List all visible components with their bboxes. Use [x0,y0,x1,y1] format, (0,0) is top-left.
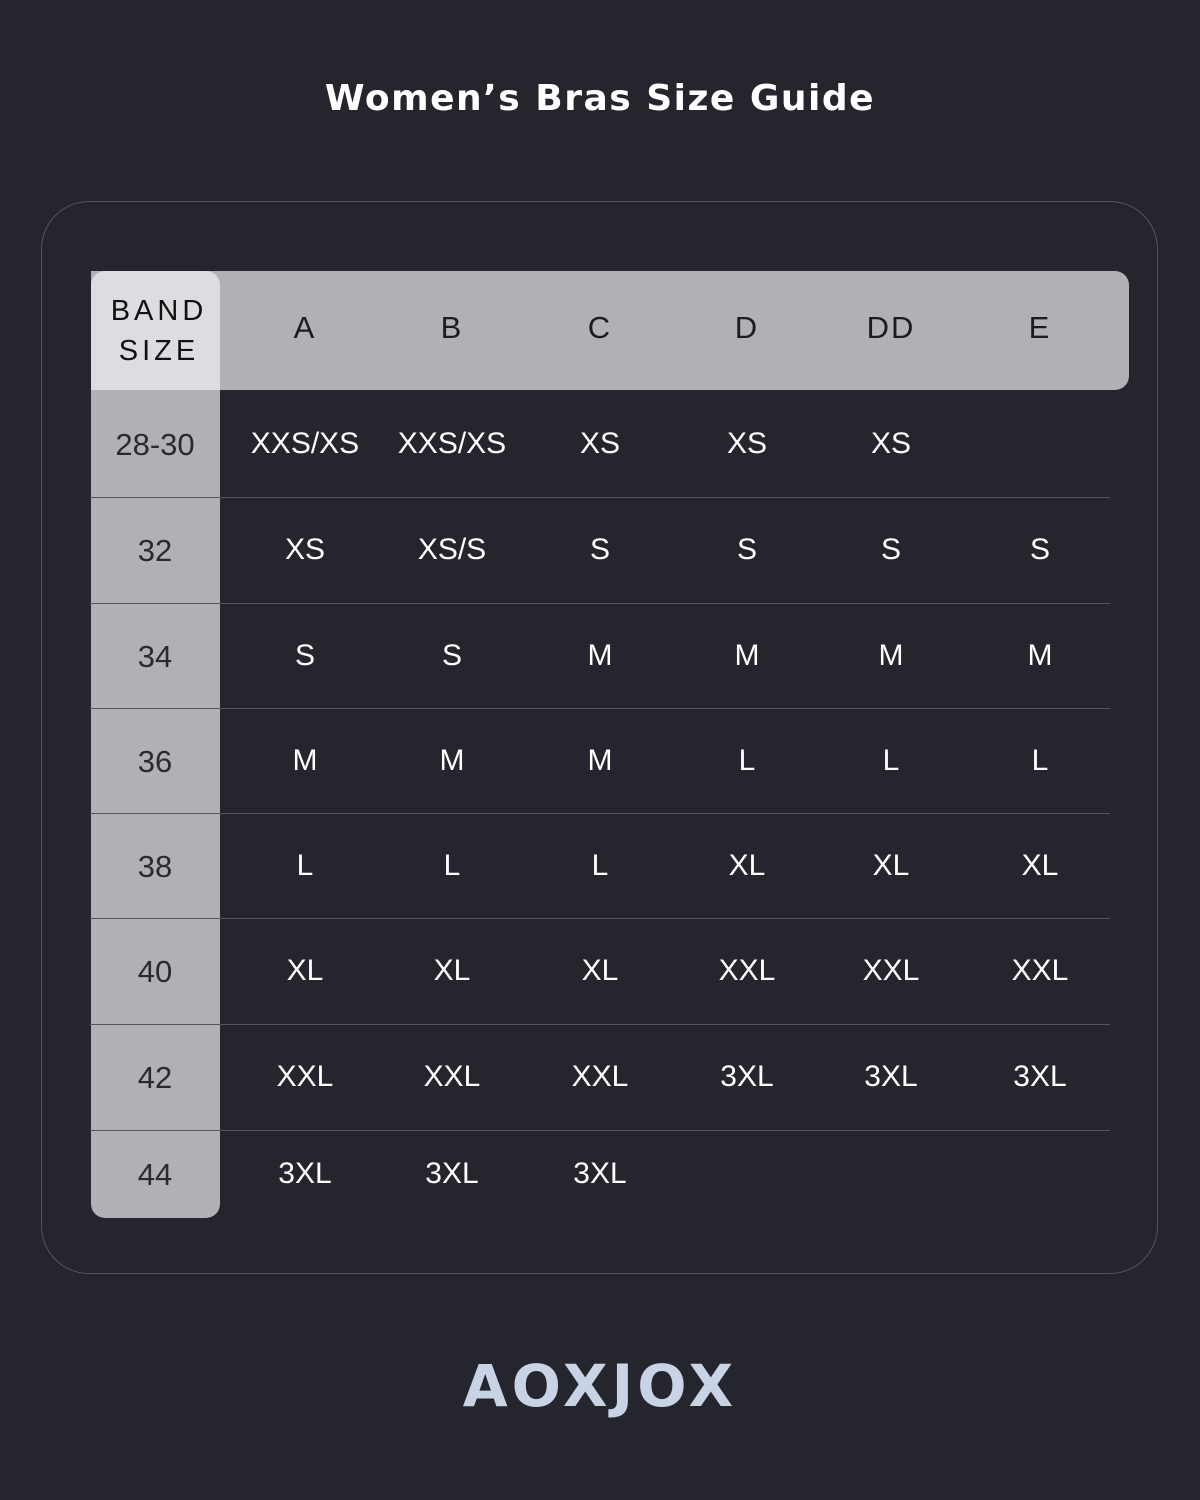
size-cell: XXS/XS [397,426,507,460]
size-cell: L [882,743,900,777]
band-header-line-2: SIZE [118,335,200,367]
size-cell: XXL [1011,954,1069,987]
size-cell: L [738,743,756,777]
cup-header-bar [91,271,1129,390]
size-cell: M [292,743,318,777]
band-size-cell: 34 [137,638,173,674]
size-cell: S [589,533,610,566]
cup-header-c: C [587,310,613,345]
size-cell: S [1029,533,1050,566]
cup-header-d: D [734,310,760,345]
row-divider [90,1024,1110,1025]
cup-header-dd: DD [866,310,916,345]
band-header-line-1: BAND [110,295,208,327]
band-size-cell: 36 [137,743,173,779]
size-cell: M [1027,638,1053,672]
row-divider [90,813,1110,814]
row-divider [90,708,1110,709]
band-size-cell: 38 [137,848,173,884]
size-chart-card [41,201,1158,1274]
row-divider [90,1130,1110,1131]
size-cell: XS [284,533,326,566]
size-cell: XXL [862,954,920,987]
band-size-header-cell [91,271,220,390]
band-size-column [91,271,220,1218]
size-cell: XL [1021,848,1059,882]
size-cell: L [443,848,461,882]
row-divider [90,918,1110,919]
size-cell: M [734,638,760,672]
size-cell: XXS/XS [250,426,360,460]
size-cell: L [591,848,609,882]
size-cell: XXL [423,1060,481,1093]
size-cell: XXL [718,954,776,987]
size-cell: XL [286,954,324,987]
size-cell: 3XL [720,1060,774,1093]
size-cell: S [294,638,315,672]
size-cell: M [587,638,613,672]
size-cell: XS [579,426,621,460]
size-cell: XXL [571,1060,629,1093]
band-size-cell: 32 [137,533,173,568]
page-title: Women’s Bras Size Guide [324,78,876,119]
size-cell: L [296,848,314,882]
row-divider [90,497,1110,498]
size-cell: L [1031,743,1049,777]
size-cell: 3XL [278,1157,332,1190]
size-cell: 3XL [425,1157,479,1190]
row-divider [90,603,1110,604]
cup-header-e: E [1028,310,1052,345]
size-cell: XS [870,426,912,460]
band-size-cell: 42 [137,1060,173,1095]
band-size-cell: 40 [137,954,173,989]
size-cell: S [441,638,462,672]
size-cell: M [878,638,904,672]
size-cell: XL [728,848,766,882]
size-cell: XL [872,848,910,882]
size-cell: M [587,743,613,777]
brand-logo: AOXJOX [462,1352,738,1420]
size-cell: 3XL [864,1060,918,1093]
cup-header-a: A [293,310,317,345]
size-cell: XS/S [417,533,487,566]
size-cell: M [439,743,465,777]
size-cell: XL [581,954,619,987]
size-cell: S [736,533,757,566]
band-size-cell: 44 [137,1157,173,1192]
band-size-cell: 28-30 [115,426,195,462]
band-size-header: BAND SIZE [91,291,227,371]
size-cell: 3XL [1013,1060,1067,1093]
cup-header-b: B [440,310,464,345]
size-cell: XXL [276,1060,334,1093]
size-cell: XL [433,954,471,987]
size-cell: S [880,533,901,566]
size-cell: 3XL [573,1157,627,1190]
size-cell: XS [726,426,768,460]
